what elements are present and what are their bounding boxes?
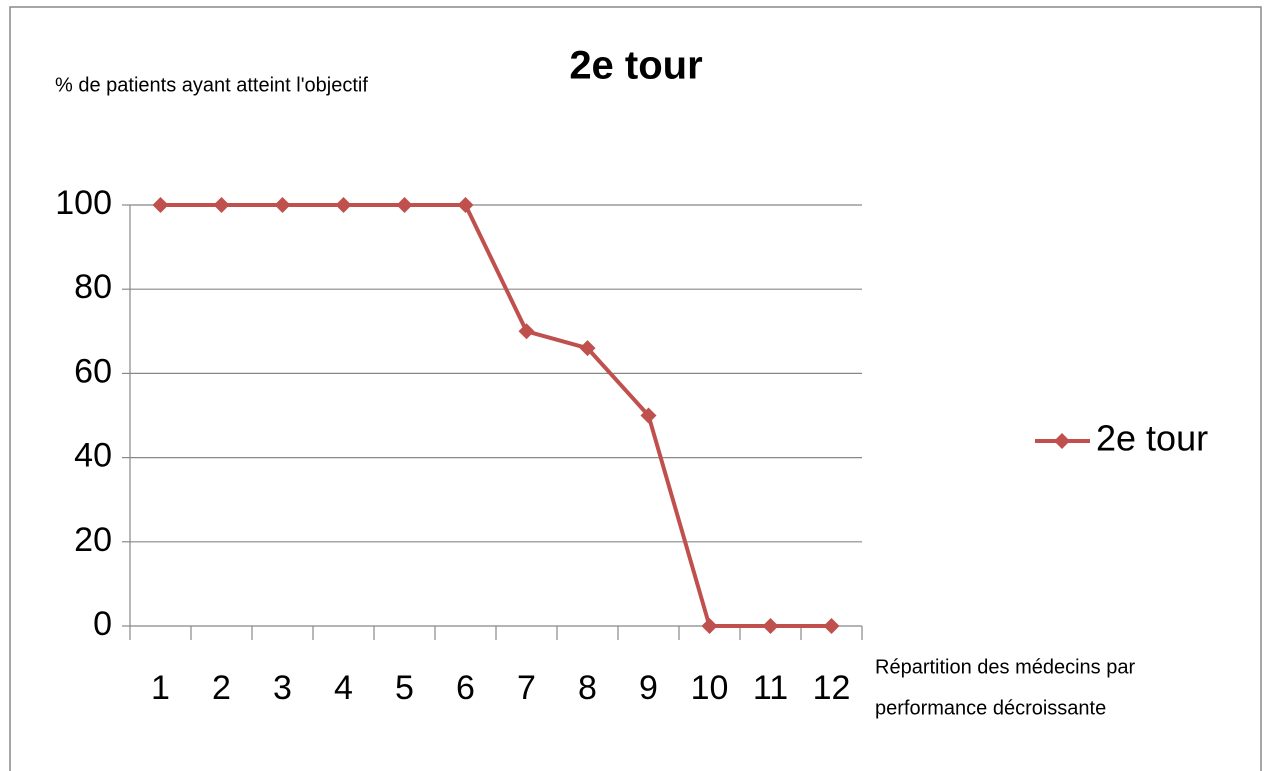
x-tick-label: 6 bbox=[456, 669, 475, 707]
x-tick-label: 5 bbox=[395, 669, 414, 707]
x-axis-label: Répartition des médecins par bbox=[875, 656, 1135, 678]
y-tick-label: 100 bbox=[55, 184, 112, 222]
y-tick-label: 0 bbox=[93, 605, 112, 643]
x-tick-label: 2 bbox=[212, 669, 231, 707]
x-tick-label: 8 bbox=[578, 669, 597, 707]
x-tick-label: 12 bbox=[813, 669, 851, 707]
y-tick-label: 80 bbox=[74, 268, 112, 306]
x-axis-label: performance décroissante bbox=[875, 697, 1106, 719]
data-point bbox=[335, 197, 352, 213]
x-tick-label: 4 bbox=[334, 669, 353, 707]
data-point bbox=[640, 407, 657, 424]
data-point bbox=[274, 197, 291, 213]
x-tick-label: 1 bbox=[151, 669, 170, 707]
chart-title: 2e tour bbox=[569, 44, 702, 88]
y-tick-label: 60 bbox=[74, 352, 112, 390]
x-tick-label: 9 bbox=[639, 669, 658, 707]
y-tick-label: 20 bbox=[74, 521, 112, 559]
x-tick-label: 10 bbox=[691, 669, 729, 707]
x-tick-label: 11 bbox=[753, 669, 788, 707]
y-tick-label: 40 bbox=[74, 437, 112, 475]
data-point bbox=[213, 197, 230, 213]
data-point bbox=[457, 197, 474, 213]
data-point bbox=[762, 618, 779, 634]
data-line bbox=[160, 203, 832, 628]
data-point bbox=[518, 323, 535, 340]
data-point bbox=[396, 197, 413, 213]
legend-label: 2e tour bbox=[1096, 418, 1208, 459]
x-tick-label: 3 bbox=[273, 669, 292, 707]
chart-frame bbox=[9, 6, 1262, 771]
data-point bbox=[152, 197, 169, 213]
data-point bbox=[823, 618, 840, 634]
y-axis-label: % de patients ayant atteint l'objectif bbox=[55, 74, 368, 96]
legend-marker bbox=[1054, 433, 1070, 449]
data-point bbox=[579, 340, 596, 357]
data-point bbox=[701, 618, 718, 634]
x-tick-label: 7 bbox=[517, 669, 536, 707]
